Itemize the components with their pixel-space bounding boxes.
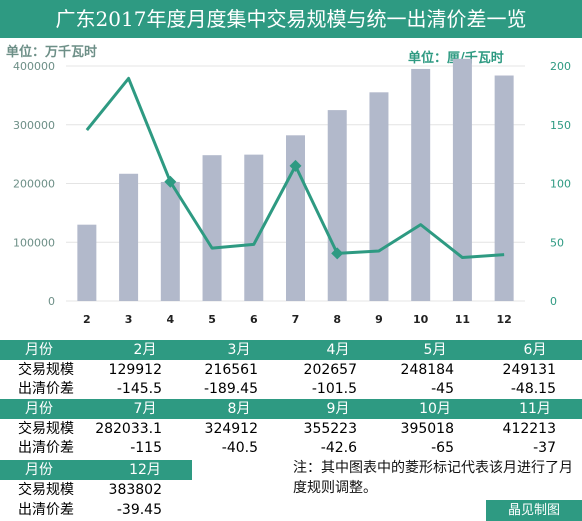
month-label: 月份: [25, 342, 53, 358]
month-cell: 9月: [326, 401, 350, 417]
bar: [369, 92, 389, 301]
right-axis-ticks: 0 50 100 150 200: [550, 60, 571, 308]
scale-label: 交易规模: [18, 362, 74, 378]
spread-value: -39.45: [116, 502, 162, 518]
scale-value: 324912: [204, 421, 258, 437]
x-tick-label: 8: [333, 313, 341, 326]
month-cell: 8月: [227, 401, 251, 417]
month-cell: 10月: [419, 401, 451, 417]
bar: [327, 110, 347, 301]
scale-label: 交易规模: [18, 421, 74, 437]
table-spread-row-2: 出清价差 -115 -40.5 -42.6 -65 -37: [0, 438, 582, 458]
bar: [202, 155, 222, 301]
spread-value: -101.5: [311, 381, 357, 397]
x-tick-label: 7: [292, 313, 300, 326]
line-series: [85, 76, 505, 260]
scale-value: 395018: [400, 421, 454, 437]
right-tick-label: 200: [550, 60, 571, 73]
x-tick-label: 11: [455, 313, 470, 326]
x-tick-label: 12: [496, 313, 511, 326]
scale-value: 412213: [502, 421, 556, 437]
spread-value: -189.45: [203, 381, 258, 397]
spread-label: 出清价差: [18, 502, 74, 518]
x-axis-ticks: 2 3 4 5 6 7 8 9 10 11 12: [83, 313, 512, 326]
table-scale-row-1: 交易规模 129912 216561 202657 248184 249131: [0, 360, 582, 380]
left-tick-label: 100000: [13, 236, 55, 249]
month-cell: 2月: [133, 342, 157, 358]
scale-value: 282033.1: [95, 421, 162, 437]
scale-value: 216561: [204, 362, 258, 378]
scale-value: 129912: [108, 362, 162, 378]
left-axis-ticks: 0 100000 200000 300000 400000: [13, 60, 55, 308]
x-tick-label: 3: [125, 313, 133, 326]
month-cell: 6月: [523, 342, 547, 358]
x-tick-label: 10: [413, 313, 429, 326]
left-tick-label: 400000: [13, 60, 55, 73]
spread-value: -42.6: [320, 440, 357, 456]
left-unit-label: 单位：万千瓦时: [6, 44, 97, 60]
right-tick-label: 50: [550, 236, 564, 249]
month-cell: 3月: [227, 342, 251, 358]
table-spread-row-1: 出清价差 -145.5 -189.45 -101.5 -45 -48.15: [0, 379, 582, 399]
spread-value: -145.5: [116, 381, 162, 397]
credit-label: 晶见制图: [507, 503, 560, 518]
spread-value: -37: [533, 440, 556, 456]
table-header-row-3: 月份 12月: [0, 460, 192, 480]
left-tick-label: 200000: [13, 178, 55, 191]
month-cell: 5月: [423, 342, 447, 358]
scale-value: 383802: [108, 482, 162, 498]
left-tick-label: 300000: [13, 119, 55, 132]
diamond-marker: [331, 247, 344, 260]
spread-value: -45: [431, 381, 454, 397]
table-scale-row-3: 交易规模 383802: [0, 480, 192, 500]
x-tick-label: 6: [250, 313, 258, 326]
spread-value: -48.15: [510, 381, 556, 397]
month-label: 月份: [25, 462, 53, 478]
table-header-row-1: 月份 2月 3月 4月 5月 6月: [0, 340, 582, 360]
chart-title: 广东2017年度月度集中交易规模与统一出清价差一览: [55, 7, 527, 31]
month-label: 月份: [25, 401, 53, 417]
x-tick-label: 4: [166, 313, 174, 326]
bar: [160, 181, 180, 301]
scale-value: 202657: [303, 362, 357, 378]
table-header-row-2: 月份 7月 8月 9月 10月 11月: [0, 399, 582, 419]
spread-value: -115: [130, 440, 162, 456]
x-tick-label: 5: [208, 313, 216, 326]
table-spread-row-3: 出清价差 -39.45: [0, 500, 192, 520]
month-cell: 12月: [129, 462, 161, 478]
x-tick-label: 2: [83, 313, 91, 326]
bar: [494, 75, 514, 301]
bar: [452, 58, 472, 301]
spread-value: -40.5: [221, 440, 258, 456]
diamond-marker: [289, 159, 302, 172]
right-tick-label: 150: [550, 119, 571, 132]
scale-label: 交易规模: [18, 482, 74, 498]
bar: [411, 68, 431, 301]
bar: [119, 173, 139, 301]
credit-bar: [486, 500, 582, 521]
x-tick-label: 9: [375, 313, 383, 326]
right-unit-label: 单位：厘/千瓦时: [408, 50, 504, 66]
right-tick-label: 0: [550, 295, 557, 308]
scale-value: 248184: [400, 362, 454, 378]
spread-label: 出清价差: [18, 381, 74, 397]
scale-value: 355223: [303, 421, 357, 437]
bar-series: [77, 58, 514, 301]
footnote: 注：其中图表中的菱形标记代表该月进行了月度规则调整。: [293, 460, 573, 496]
month-cell: 11月: [519, 401, 551, 417]
table-scale-row-2: 交易规模 282033.1 324912 355223 395018 41221…: [0, 419, 582, 439]
combo-chart: 单位：万千瓦时 单位：厘/千瓦时 0 100000 200000 300000 4000…: [6, 44, 571, 326]
right-tick-label: 100: [550, 178, 571, 191]
diamond-marker: [164, 175, 177, 188]
spread-value: -65: [431, 440, 454, 456]
month-cell: 4月: [326, 342, 350, 358]
spread-label: 出清价差: [18, 440, 74, 456]
bar: [244, 154, 264, 301]
scale-value: 249131: [502, 362, 556, 378]
left-tick-label: 0: [48, 295, 55, 308]
title-bar: [0, 0, 582, 38]
bar: [77, 224, 97, 301]
month-cell: 7月: [133, 401, 157, 417]
